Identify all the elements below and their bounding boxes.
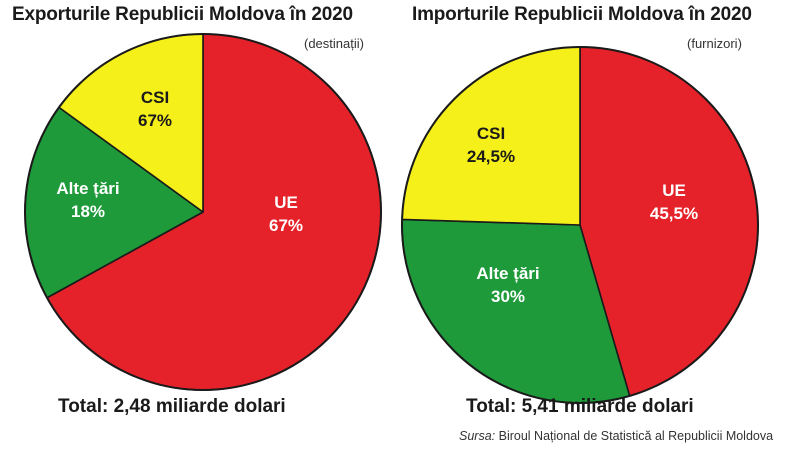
imports-chart-note: (furnizori) — [687, 36, 742, 51]
imports-chart-title: Importurile Republicii Moldova în 2020 — [412, 4, 752, 25]
imports-slice-alte-tari-name: Alte țări — [476, 264, 539, 283]
exports-chart-total: Total: 2,48 miliarde dolari — [58, 396, 286, 417]
source-note: Sursa: Biroul Național de Statistică al … — [459, 429, 773, 443]
imports-pie-outline — [401, 46, 759, 404]
exports-pie-outline — [24, 33, 382, 391]
source-label: Sursa: — [459, 429, 496, 443]
exports-slice-csi-value: 67% — [138, 111, 172, 130]
imports-slice-ue-value: 45,5% — [650, 204, 698, 223]
imports-chart-panel: Importurile Republicii Moldova în 2020 (… — [400, 0, 800, 450]
imports-slice-alte-tari-value: 30% — [491, 287, 525, 306]
imports-chart-total: Total: 5,41 miliarde dolari — [466, 396, 694, 417]
exports-chart-title: Exporturile Republicii Moldova în 2020 — [12, 4, 353, 25]
exports-pie-chart: UE 67% Alte țări 18% CSI 67% — [24, 33, 382, 391]
imports-slice-csi-value: 24,5% — [467, 147, 515, 166]
imports-slice-csi-name: CSI — [477, 124, 505, 143]
exports-chart-note: (destinații) — [304, 36, 364, 51]
exports-slice-ue-name: UE — [274, 193, 298, 212]
imports-slice-ue-name: UE — [662, 181, 686, 200]
exports-slice-csi-name: CSI — [141, 88, 169, 107]
exports-slice-alte-tari-value: 18% — [71, 202, 105, 221]
imports-pie-chart: UE 45,5% Alte țări 30% CSI 24,5% — [401, 46, 759, 404]
source-text: Biroul Național de Statistică al Republi… — [498, 429, 774, 443]
exports-slice-ue-value: 67% — [269, 216, 303, 235]
exports-chart-panel: Exporturile Republicii Moldova în 2020 (… — [12, 4, 382, 417]
exports-slice-alte-tari-name: Alte țări — [56, 179, 119, 198]
